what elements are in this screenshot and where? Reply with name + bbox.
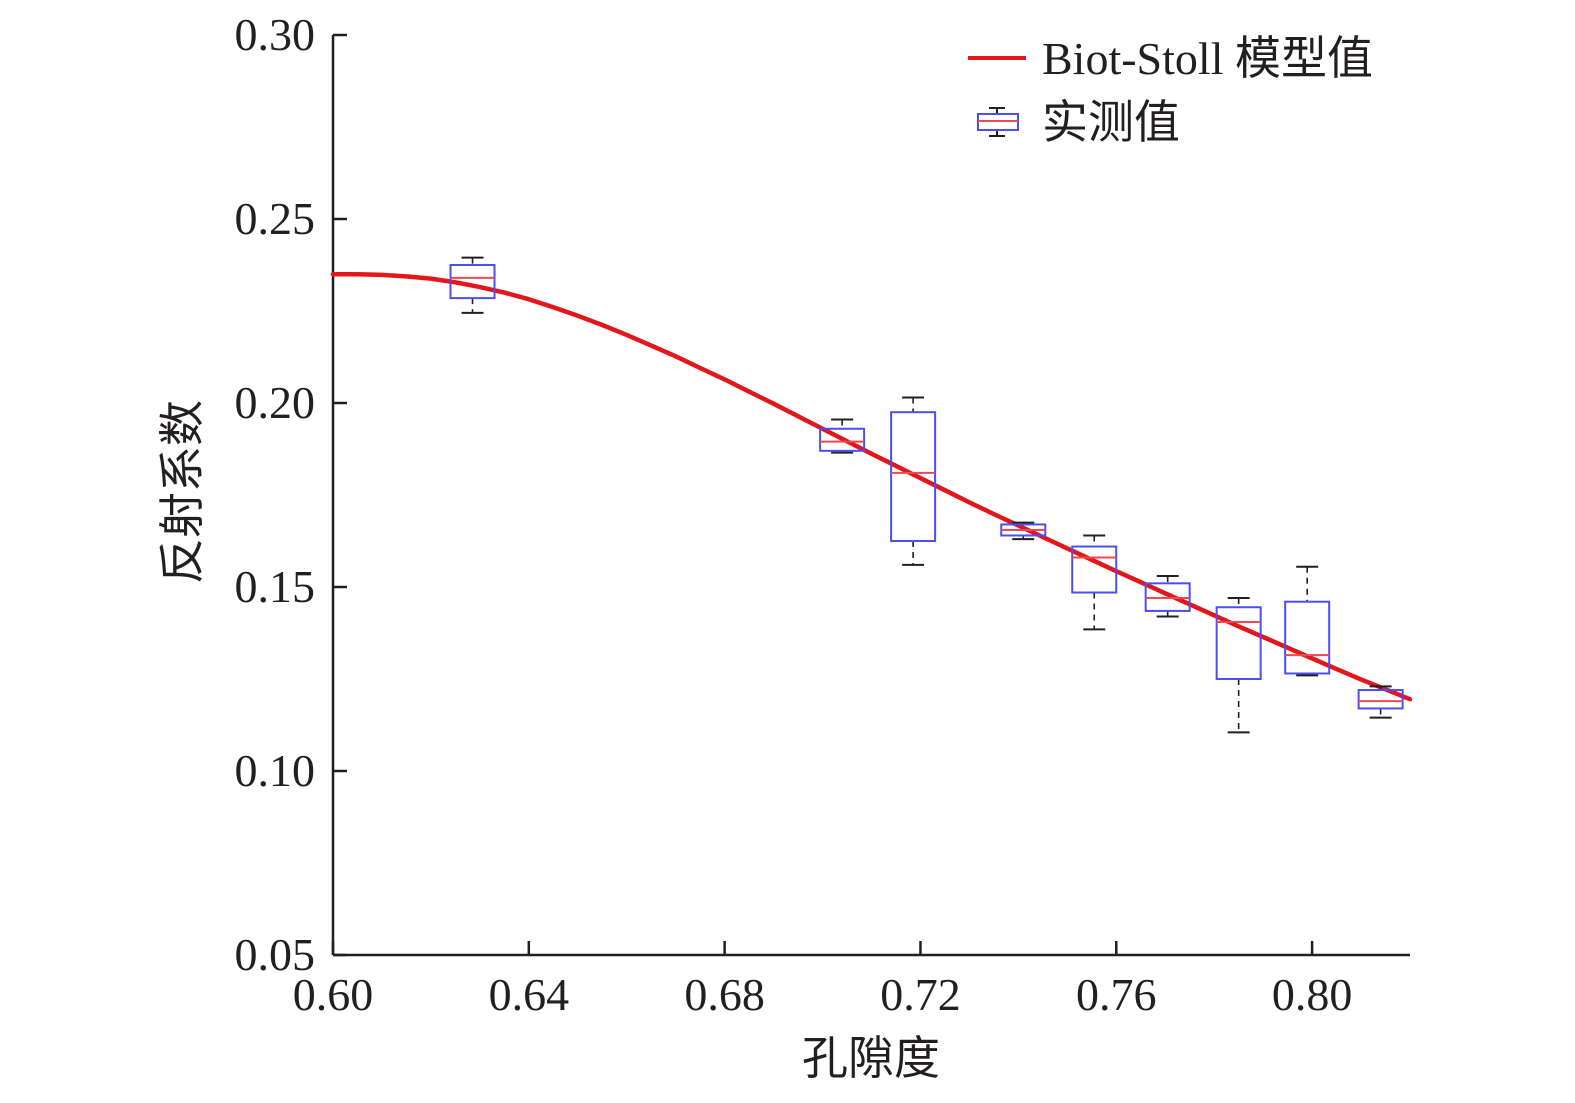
x-tick-label: 0.80 — [1272, 969, 1353, 1020]
box-8 — [1284, 565, 1331, 677]
box-2 — [819, 418, 866, 454]
y-tick-label: 0.05 — [235, 929, 316, 980]
box-body — [1215, 606, 1262, 680]
box-body — [1284, 600, 1331, 675]
legend-box-swatch — [977, 107, 1019, 137]
box-body — [1357, 689, 1404, 710]
y-tick-label: 0.20 — [235, 377, 316, 428]
box-7 — [1215, 597, 1262, 734]
x-tick-label: 0.76 — [1076, 969, 1157, 1020]
box-body — [819, 427, 866, 452]
box-5 — [1071, 534, 1118, 631]
legend-label-model: Biot-Stoll 模型值 — [1042, 33, 1373, 84]
y-tick-label: 0.25 — [235, 193, 316, 244]
y-tick-label: 0.10 — [235, 745, 316, 796]
x-tick-label: 0.68 — [684, 969, 765, 1020]
box-6 — [1144, 574, 1191, 618]
x-tick-label: 0.64 — [489, 969, 570, 1020]
x-tick-label: 0.60 — [293, 969, 374, 1020]
box-body — [449, 264, 496, 300]
x-tick-label: 0.72 — [880, 969, 961, 1020]
box-body — [890, 411, 937, 543]
axes — [331, 35, 1410, 957]
axis-ticks: 0.05 0.10 0.15 0.20 0.25 0.30 0.60 0.64 0.68 0.72… — [235, 9, 1353, 1020]
box-4 — [1000, 521, 1047, 541]
model-line-layer — [330, 271, 1413, 702]
y-tick-label: 0.30 — [235, 9, 316, 60]
x-axis-title: 孔隙度 — [802, 1033, 940, 1084]
y-tick-label: 0.15 — [235, 561, 316, 612]
model-line — [330, 271, 1413, 702]
box-3 — [890, 396, 937, 566]
box-body — [1071, 545, 1118, 594]
box-1 — [449, 256, 496, 314]
boxplot-layer — [449, 256, 1404, 734]
legend: Biot-Stoll 模型值 实测值 — [968, 33, 1373, 148]
y-axis-title: 反射系数 — [157, 400, 208, 584]
legend-label-measured: 实测值 — [1042, 97, 1180, 148]
box-9 — [1357, 685, 1404, 719]
